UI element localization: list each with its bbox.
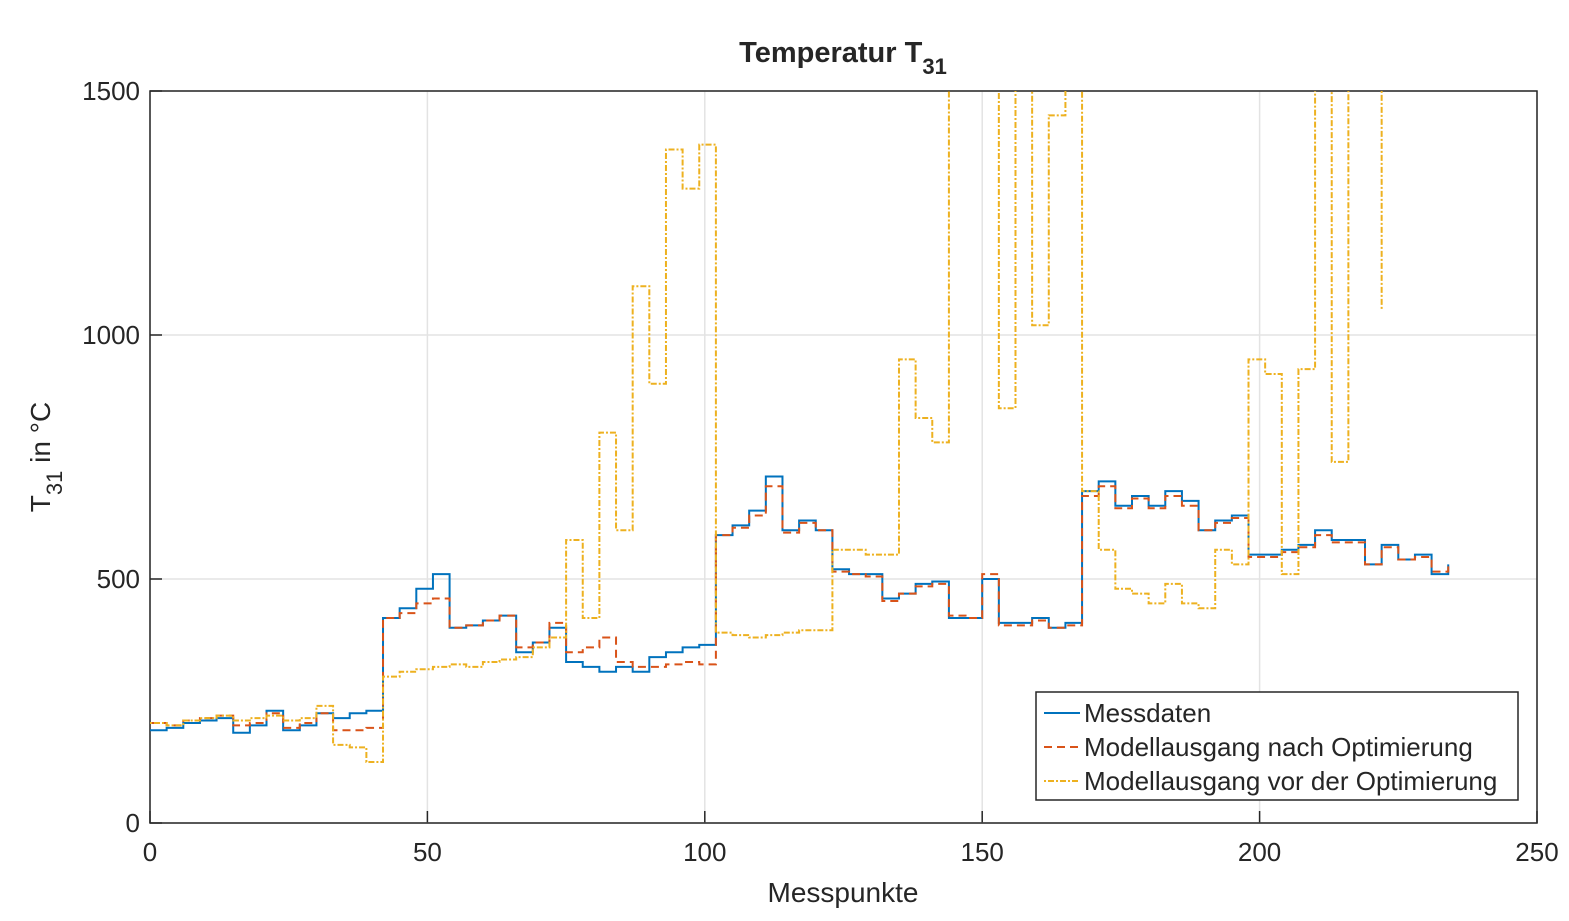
x-tick-label: 250	[1515, 837, 1558, 867]
data-line	[150, 475, 1450, 734]
x-axis-label: Messpunkte	[768, 877, 919, 908]
y-tick-label: 1500	[82, 76, 140, 106]
x-tick-label: 100	[683, 837, 726, 867]
data-line	[150, 485, 1450, 732]
chart-title: Temperatur T31	[739, 37, 947, 79]
plot-area	[150, 91, 1450, 763]
legend-box	[1035, 691, 1519, 801]
x-tick-label: 200	[1238, 837, 1281, 867]
data-line	[150, 91, 1383, 763]
y-tick-label: 0	[126, 808, 140, 838]
y-tick-label: 1000	[82, 320, 140, 350]
legend-label: Messdaten	[1084, 698, 1211, 728]
plot-frame	[149, 90, 1538, 824]
y-tick-label: 500	[97, 564, 140, 594]
y-axis-label: T31 in °C	[25, 402, 67, 512]
x-tick-label: 50	[413, 837, 442, 867]
legend-label: Modellausgang vor der Optimierung	[1084, 766, 1497, 796]
legend-label: Modellausgang nach Optimierung	[1084, 732, 1473, 762]
x-tick-label: 0	[143, 837, 157, 867]
x-tick-label: 150	[961, 837, 1004, 867]
